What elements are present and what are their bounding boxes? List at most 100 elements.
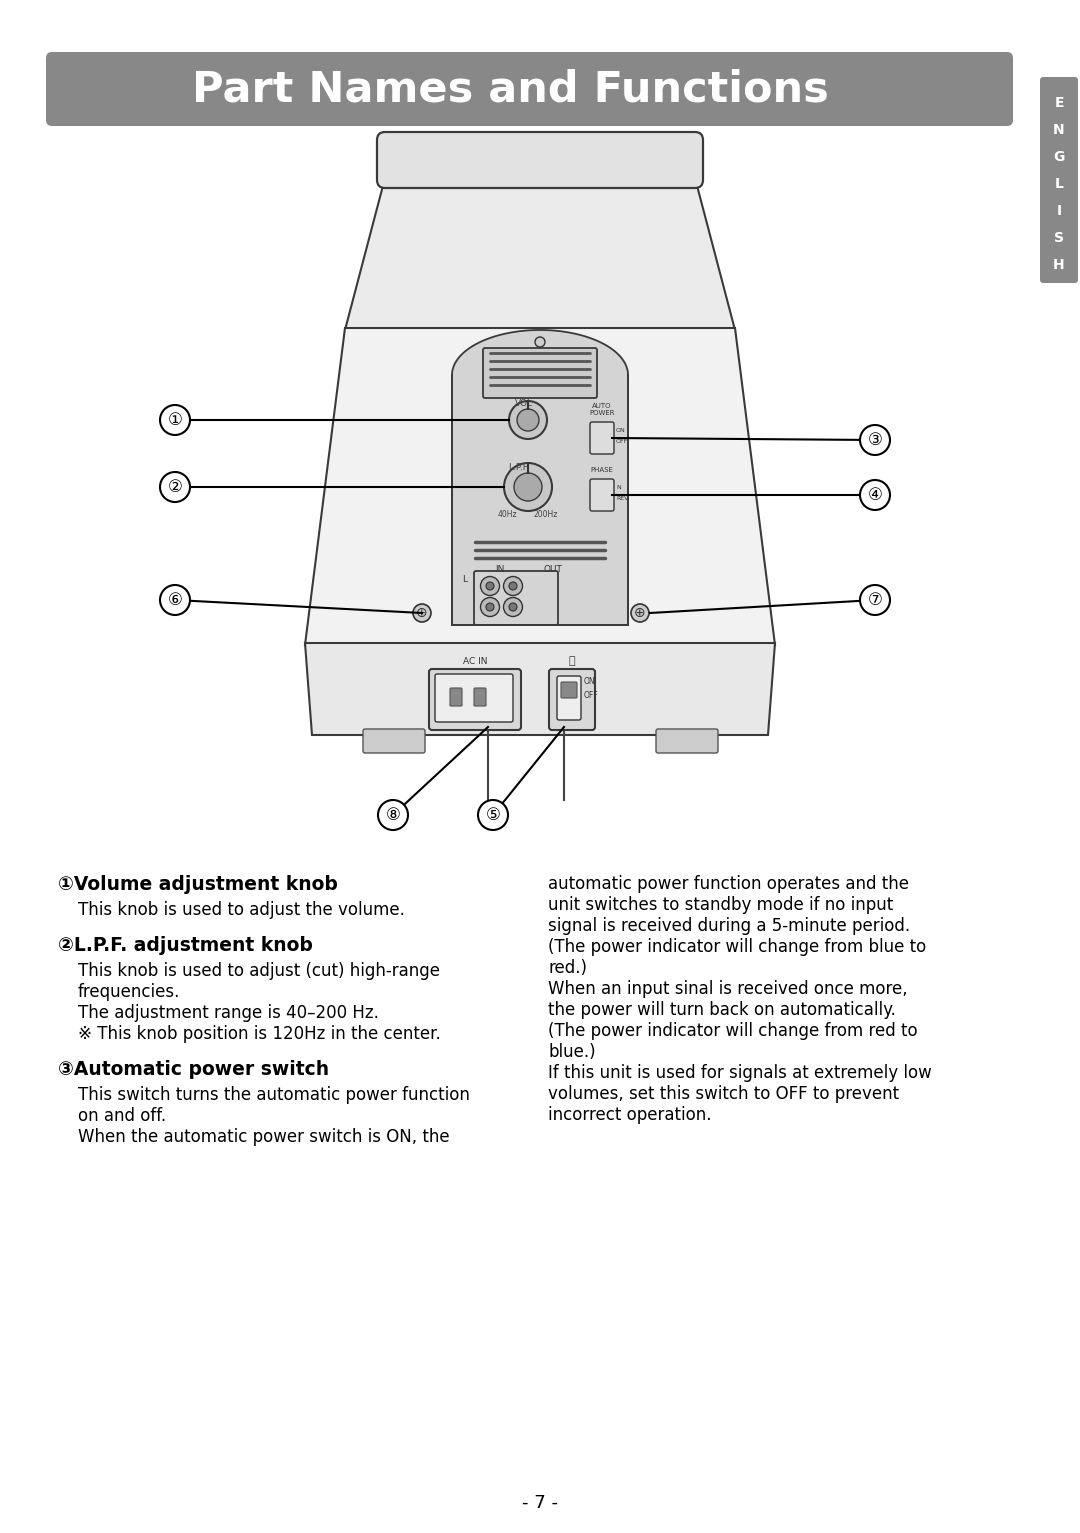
Circle shape xyxy=(413,604,431,622)
Text: The adjustment range is 40–200 Hz.: The adjustment range is 40–200 Hz. xyxy=(78,1004,379,1023)
Text: incorrect operation.: incorrect operation. xyxy=(548,1105,712,1124)
Text: When the automatic power switch is ON, the: When the automatic power switch is ON, t… xyxy=(78,1128,449,1147)
Text: ③Automatic power switch: ③Automatic power switch xyxy=(58,1059,329,1079)
Text: ③: ③ xyxy=(867,431,882,449)
Text: This switch turns the automatic power function: This switch turns the automatic power fu… xyxy=(78,1085,470,1104)
Text: REV: REV xyxy=(616,497,629,501)
Circle shape xyxy=(860,425,890,455)
FancyBboxPatch shape xyxy=(46,52,1013,126)
FancyBboxPatch shape xyxy=(429,668,521,730)
Text: ⑥: ⑥ xyxy=(167,592,183,609)
Circle shape xyxy=(160,586,190,615)
FancyBboxPatch shape xyxy=(474,688,486,707)
Text: unit switches to standby mode if no input: unit switches to standby mode if no inpu… xyxy=(548,895,893,914)
Text: ①Volume adjustment knob: ①Volume adjustment knob xyxy=(58,875,338,894)
Circle shape xyxy=(514,474,542,501)
Text: E: E xyxy=(1054,97,1064,110)
FancyBboxPatch shape xyxy=(590,478,615,510)
FancyBboxPatch shape xyxy=(363,730,426,753)
Text: on and off.: on and off. xyxy=(78,1107,166,1125)
FancyBboxPatch shape xyxy=(453,376,627,625)
Circle shape xyxy=(503,598,523,616)
Text: the power will turn back on automatically.: the power will turn back on automaticall… xyxy=(548,1001,896,1019)
Circle shape xyxy=(478,800,508,829)
Text: ④: ④ xyxy=(867,486,882,504)
Text: automatic power function operates and the: automatic power function operates and th… xyxy=(548,875,909,894)
Circle shape xyxy=(160,405,190,435)
FancyBboxPatch shape xyxy=(557,676,581,721)
Text: ⑧: ⑧ xyxy=(386,806,401,825)
FancyBboxPatch shape xyxy=(590,422,615,454)
Text: 200Hz: 200Hz xyxy=(534,510,558,520)
Text: S: S xyxy=(1054,231,1064,245)
Text: OUT: OUT xyxy=(543,566,562,573)
Circle shape xyxy=(509,602,517,612)
Text: ⊕: ⊕ xyxy=(634,606,646,619)
FancyBboxPatch shape xyxy=(483,348,597,399)
Text: frequencies.: frequencies. xyxy=(78,983,180,1001)
Text: (The power indicator will change from red to: (The power indicator will change from re… xyxy=(548,1023,918,1039)
Text: ①: ① xyxy=(167,411,183,429)
FancyBboxPatch shape xyxy=(561,682,577,698)
Circle shape xyxy=(503,576,523,595)
Text: ⑦: ⑦ xyxy=(867,592,882,609)
Text: 40Hz: 40Hz xyxy=(498,510,517,520)
FancyBboxPatch shape xyxy=(377,132,703,189)
Circle shape xyxy=(860,480,890,510)
Text: PHASE: PHASE xyxy=(591,468,613,474)
Text: N: N xyxy=(1053,123,1065,136)
Text: IN: IN xyxy=(495,566,504,573)
Text: Part Names and Functions: Part Names and Functions xyxy=(191,67,828,110)
Text: OFF: OFF xyxy=(616,438,629,445)
Text: I: I xyxy=(1056,204,1062,218)
Text: H: H xyxy=(1053,258,1065,271)
Text: N: N xyxy=(616,484,621,491)
Text: L: L xyxy=(462,575,467,584)
Circle shape xyxy=(504,463,552,510)
Circle shape xyxy=(509,402,546,438)
Text: (The power indicator will change from blue to: (The power indicator will change from bl… xyxy=(548,938,927,957)
Text: AC IN: AC IN xyxy=(462,658,487,665)
Circle shape xyxy=(517,409,539,431)
Text: OFF: OFF xyxy=(584,691,598,701)
Text: VOL: VOL xyxy=(515,399,534,408)
FancyBboxPatch shape xyxy=(450,688,462,707)
Text: - 7 -: - 7 - xyxy=(522,1495,558,1512)
Circle shape xyxy=(631,604,649,622)
Text: volumes, set this switch to OFF to prevent: volumes, set this switch to OFF to preve… xyxy=(548,1085,900,1104)
Text: ②L.P.F. adjustment knob: ②L.P.F. adjustment knob xyxy=(58,937,313,955)
Polygon shape xyxy=(305,328,775,645)
FancyBboxPatch shape xyxy=(1040,77,1078,284)
Text: This knob is used to adjust (cut) high-range: This knob is used to adjust (cut) high-r… xyxy=(78,963,440,980)
Text: blue.): blue.) xyxy=(548,1042,596,1061)
Circle shape xyxy=(481,576,499,595)
Text: ⑤: ⑤ xyxy=(486,806,500,825)
Circle shape xyxy=(509,583,517,590)
Circle shape xyxy=(481,598,499,616)
Text: ON: ON xyxy=(584,678,596,685)
Text: ※ This knob position is 120Hz in the center.: ※ This knob position is 120Hz in the cen… xyxy=(78,1026,441,1042)
Text: This knob is used to adjust the volume.: This knob is used to adjust the volume. xyxy=(78,901,405,918)
FancyBboxPatch shape xyxy=(656,730,718,753)
Text: red.): red.) xyxy=(548,960,588,977)
Text: If this unit is used for signals at extremely low: If this unit is used for signals at extr… xyxy=(548,1064,932,1082)
Text: ⏻: ⏻ xyxy=(569,656,576,665)
Text: L: L xyxy=(1054,176,1064,192)
Circle shape xyxy=(486,602,494,612)
Circle shape xyxy=(535,337,545,346)
Circle shape xyxy=(378,800,408,829)
FancyBboxPatch shape xyxy=(549,668,595,730)
Text: ON: ON xyxy=(616,428,625,432)
Circle shape xyxy=(486,583,494,590)
Text: ②: ② xyxy=(167,478,183,497)
Circle shape xyxy=(860,586,890,615)
Text: signal is received during a 5-minute period.: signal is received during a 5-minute per… xyxy=(548,917,910,935)
Circle shape xyxy=(160,472,190,501)
Text: AUTO
POWER: AUTO POWER xyxy=(590,403,615,415)
Polygon shape xyxy=(345,178,735,330)
Text: When an input sinal is received once more,: When an input sinal is received once mor… xyxy=(548,980,907,998)
FancyBboxPatch shape xyxy=(435,675,513,722)
Text: G: G xyxy=(1053,150,1065,164)
Text: ⊕: ⊕ xyxy=(416,606,428,619)
Polygon shape xyxy=(305,642,775,734)
